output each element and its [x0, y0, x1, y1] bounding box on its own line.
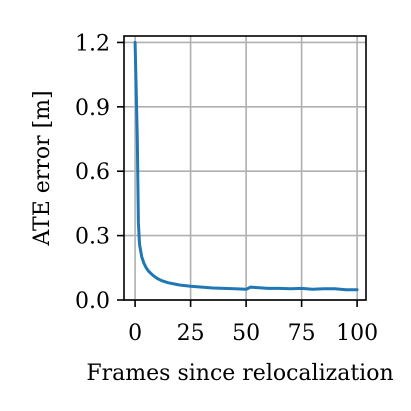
grid	[124, 36, 366, 301]
x-tick-label-3: 75	[288, 321, 316, 346]
y-tick-label-4: 1.2	[75, 31, 110, 56]
x-tick-label-1: 25	[177, 321, 205, 346]
y-tick-label-2: 0.6	[75, 160, 110, 185]
y-axis-label: ATE error [m]	[30, 90, 55, 246]
x-tick-label-0: 0	[128, 321, 142, 346]
x-tick-label-2: 50	[232, 321, 260, 346]
x-axis-label: Frames since relocalization	[86, 361, 393, 386]
y-tick-label-1: 0.3	[75, 225, 110, 250]
y-tick-label-3: 0.9	[75, 96, 110, 121]
plot-frame	[123, 35, 367, 301]
x-tick-label-4: 100	[336, 321, 378, 346]
ticks: 0 25 50 75 100 0.0 0.3 0.6 0.9 1.2	[75, 31, 378, 346]
series-line-0	[133, 40, 359, 292]
y-tick-label-0: 0.0	[75, 289, 110, 314]
series-layer	[133, 40, 359, 292]
